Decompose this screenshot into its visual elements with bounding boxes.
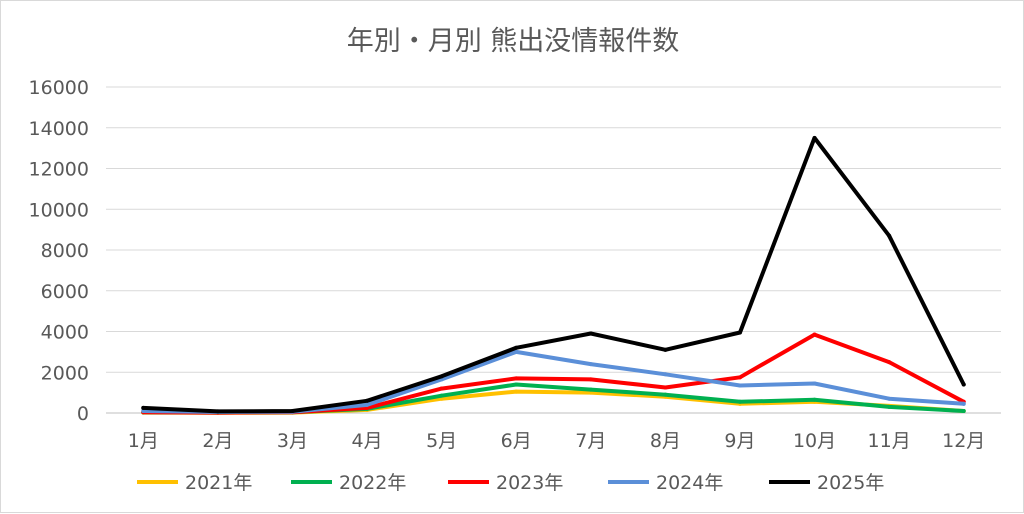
x-tick-label: 9月 <box>724 430 755 452</box>
legend: 2021年 2022年 2023年 2024年 2025年 <box>137 472 884 494</box>
axes: 0 2000 4000 6000 8000 10000 12000 14000 16000 1月 2… <box>29 77 1001 452</box>
x-tick-label: 3月 <box>277 430 308 452</box>
data-point <box>588 377 593 382</box>
y-tick-label: 2000 <box>41 362 89 384</box>
data-point <box>737 330 742 335</box>
data-point <box>588 387 593 392</box>
y-tick-label: 12000 <box>29 159 89 181</box>
x-tick-label: 4月 <box>351 430 382 452</box>
data-point <box>887 233 892 238</box>
x-tick-label: 8月 <box>650 430 681 452</box>
chart-title: 年別・月別 熊出没情報件数 <box>347 26 680 57</box>
legend-label: 2025年 <box>817 472 884 494</box>
x-tick-label: 1月 <box>128 430 159 452</box>
legend-item: 2023年 <box>448 472 563 494</box>
legend-label: 2022年 <box>339 472 406 494</box>
x-tick-label: 6月 <box>501 430 532 452</box>
data-point <box>961 408 966 413</box>
legend-item: 2024年 <box>608 472 723 494</box>
data-point <box>588 331 593 336</box>
data-point <box>290 408 295 413</box>
y-tick-label: 8000 <box>41 240 89 262</box>
data-point <box>215 409 220 414</box>
y-tick-label: 16000 <box>29 77 89 99</box>
data-point <box>141 405 146 410</box>
data-point <box>812 397 817 402</box>
data-point <box>887 396 892 401</box>
series-line-2025年 <box>141 135 966 414</box>
data-point <box>812 135 817 140</box>
y-tick-label: 6000 <box>41 281 89 303</box>
data-point <box>737 399 742 404</box>
x-tick-label: 10月 <box>793 430 836 452</box>
data-point <box>663 385 668 390</box>
data-point <box>737 383 742 388</box>
data-point <box>514 345 519 350</box>
data-point <box>812 332 817 337</box>
x-tick-label: 5月 <box>426 430 457 452</box>
legend-item: 2022年 <box>291 472 406 494</box>
y-tick-label: 14000 <box>29 118 89 140</box>
x-tick-label: 11月 <box>868 430 911 452</box>
data-point <box>887 404 892 409</box>
data-point <box>365 398 370 403</box>
y-tick-label: 10000 <box>29 199 89 221</box>
y-tick-label: 0 <box>77 403 89 425</box>
x-tick-label: 2月 <box>202 430 233 452</box>
y-tick-label: 4000 <box>41 322 89 344</box>
gridlines <box>106 86 1001 373</box>
data-point <box>365 402 370 407</box>
data-point <box>663 392 668 397</box>
data-point <box>812 381 817 386</box>
data-point <box>439 386 444 391</box>
legend-label: 2024年 <box>656 472 723 494</box>
legend-label: 2023年 <box>496 472 563 494</box>
x-tick-label: 7月 <box>575 430 606 452</box>
series-lines <box>141 135 966 415</box>
data-point <box>514 382 519 387</box>
data-point <box>961 401 966 406</box>
data-point <box>514 389 519 394</box>
data-point <box>887 360 892 365</box>
data-point <box>961 382 966 387</box>
data-point <box>141 408 146 413</box>
legend-item: 2021年 <box>137 472 252 494</box>
data-point <box>663 372 668 377</box>
data-point <box>737 375 742 380</box>
data-point <box>439 374 444 379</box>
data-point <box>514 349 519 354</box>
data-point <box>514 376 519 381</box>
data-point <box>439 393 444 398</box>
x-tick-label: 12月 <box>942 430 985 452</box>
legend-label: 2021年 <box>185 472 252 494</box>
data-point <box>663 347 668 352</box>
data-point <box>588 362 593 367</box>
legend-item: 2025年 <box>769 472 884 494</box>
